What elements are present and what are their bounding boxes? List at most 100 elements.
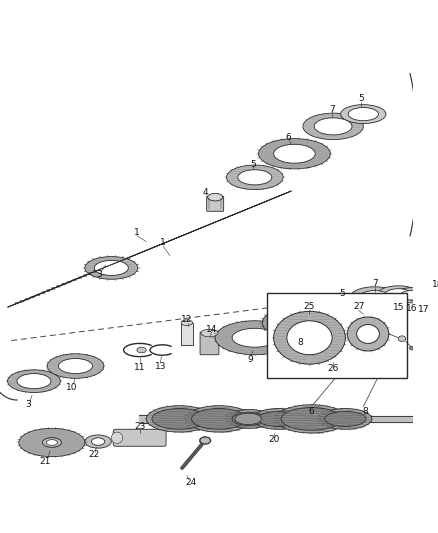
Text: 6: 6	[285, 133, 291, 142]
Ellipse shape	[279, 312, 325, 333]
Ellipse shape	[274, 311, 346, 364]
Text: 14: 14	[206, 325, 217, 334]
Ellipse shape	[215, 321, 294, 355]
Bar	[267, 293, 407, 378]
Text: 26: 26	[328, 365, 339, 374]
Ellipse shape	[287, 321, 332, 355]
Ellipse shape	[258, 139, 330, 169]
Ellipse shape	[360, 290, 390, 304]
Ellipse shape	[314, 118, 352, 135]
Ellipse shape	[92, 438, 105, 446]
Ellipse shape	[94, 260, 128, 276]
Ellipse shape	[400, 290, 423, 300]
Text: 18: 18	[432, 280, 438, 289]
Text: 27: 27	[353, 302, 364, 311]
Ellipse shape	[47, 354, 104, 378]
Ellipse shape	[258, 411, 299, 426]
Text: 6: 6	[308, 407, 314, 416]
Ellipse shape	[341, 104, 386, 124]
Ellipse shape	[226, 409, 272, 429]
Text: 5: 5	[359, 94, 364, 103]
Polygon shape	[155, 414, 363, 424]
Ellipse shape	[17, 374, 51, 389]
Ellipse shape	[85, 256, 138, 279]
Ellipse shape	[238, 170, 272, 185]
Ellipse shape	[85, 435, 111, 448]
Ellipse shape	[226, 165, 283, 190]
FancyBboxPatch shape	[207, 196, 224, 211]
Ellipse shape	[408, 289, 438, 303]
Ellipse shape	[313, 293, 374, 318]
Ellipse shape	[201, 329, 218, 337]
Ellipse shape	[348, 108, 378, 120]
Text: 16: 16	[406, 304, 417, 313]
Ellipse shape	[276, 405, 347, 433]
Ellipse shape	[262, 305, 342, 340]
Text: 8: 8	[362, 407, 368, 416]
Ellipse shape	[59, 359, 92, 374]
Text: 5: 5	[340, 289, 346, 298]
Ellipse shape	[398, 336, 406, 342]
Ellipse shape	[152, 408, 207, 429]
Ellipse shape	[19, 429, 85, 457]
Ellipse shape	[7, 370, 60, 392]
Ellipse shape	[393, 288, 429, 303]
Ellipse shape	[357, 325, 379, 343]
Ellipse shape	[281, 408, 342, 430]
Text: 3: 3	[25, 400, 31, 409]
Text: 13: 13	[155, 361, 166, 370]
FancyBboxPatch shape	[113, 429, 166, 446]
Ellipse shape	[111, 432, 123, 443]
Ellipse shape	[232, 413, 266, 425]
Text: 7: 7	[329, 105, 335, 114]
Ellipse shape	[208, 193, 223, 201]
Text: 1: 1	[160, 238, 166, 247]
Text: 17: 17	[418, 305, 429, 314]
Text: 5: 5	[250, 159, 256, 168]
Ellipse shape	[325, 411, 366, 426]
Text: 22: 22	[89, 450, 100, 459]
Ellipse shape	[350, 287, 399, 308]
Ellipse shape	[319, 408, 372, 429]
Ellipse shape	[413, 292, 434, 301]
Ellipse shape	[181, 320, 193, 326]
Text: 9: 9	[247, 355, 253, 364]
Ellipse shape	[303, 113, 363, 140]
Text: 10: 10	[66, 383, 78, 392]
Ellipse shape	[378, 286, 419, 303]
Ellipse shape	[46, 440, 57, 446]
Text: 15: 15	[392, 303, 404, 312]
Text: 11: 11	[134, 362, 145, 372]
Ellipse shape	[42, 438, 61, 447]
Text: 24: 24	[185, 478, 196, 487]
Ellipse shape	[186, 406, 252, 432]
Bar	[181, 322, 193, 345]
Text: 12: 12	[181, 316, 193, 324]
Polygon shape	[139, 415, 155, 423]
Ellipse shape	[385, 289, 411, 300]
Ellipse shape	[137, 347, 146, 353]
Ellipse shape	[410, 346, 415, 350]
Ellipse shape	[232, 328, 277, 347]
Text: 8: 8	[297, 338, 303, 347]
Text: 3: 3	[96, 270, 102, 279]
Polygon shape	[8, 191, 291, 307]
FancyBboxPatch shape	[200, 332, 219, 355]
Ellipse shape	[274, 144, 315, 163]
Text: 7: 7	[372, 279, 378, 288]
Ellipse shape	[146, 406, 212, 432]
Polygon shape	[363, 416, 415, 422]
Text: 23: 23	[134, 422, 145, 431]
Ellipse shape	[42, 438, 61, 447]
Ellipse shape	[347, 317, 389, 351]
Text: 21: 21	[39, 457, 51, 466]
Ellipse shape	[252, 408, 305, 429]
Ellipse shape	[325, 298, 361, 313]
Ellipse shape	[200, 437, 211, 445]
Text: 1: 1	[134, 228, 140, 237]
Ellipse shape	[191, 408, 246, 429]
Text: 20: 20	[268, 435, 279, 444]
Text: 4: 4	[203, 188, 208, 197]
Ellipse shape	[235, 413, 261, 425]
Text: 25: 25	[303, 302, 314, 311]
